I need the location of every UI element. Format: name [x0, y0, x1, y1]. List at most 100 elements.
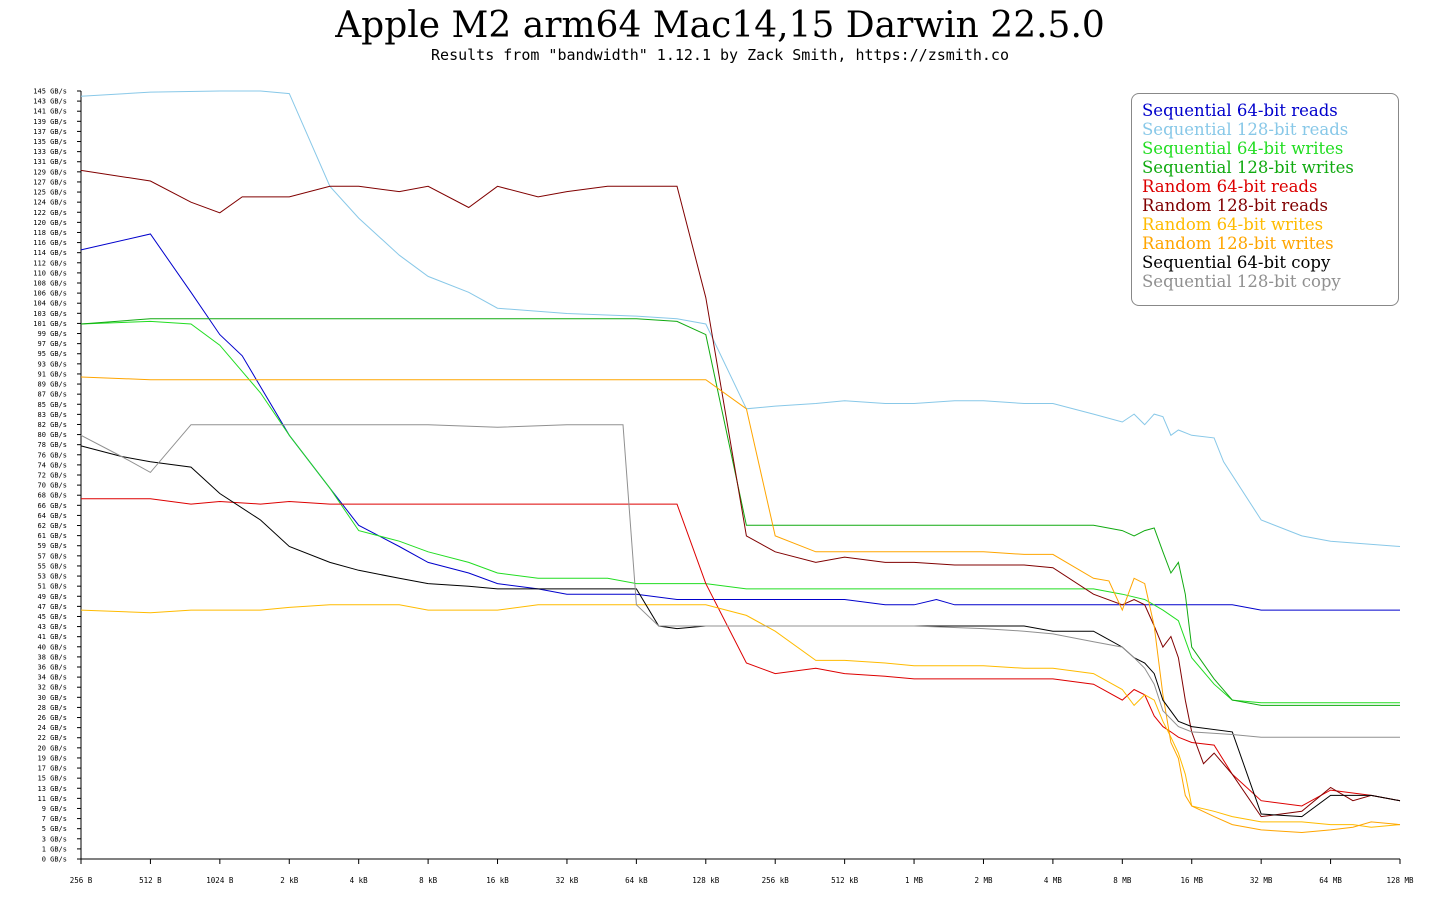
- y-tick-label: 34 GB/s: [37, 674, 67, 682]
- y-tick-label: 51 GB/s: [37, 583, 67, 591]
- y-tick-label: 122 GB/s: [33, 209, 67, 217]
- y-tick-label: 85 GB/s: [37, 401, 67, 409]
- y-tick-label: 11 GB/s: [37, 795, 67, 803]
- series-line-sequential-128-bit-copy: [80, 424, 1400, 738]
- y-tick-label: 112 GB/s: [33, 259, 67, 267]
- y-tick-label: 89 GB/s: [37, 381, 67, 389]
- y-tick-label: 72 GB/s: [37, 472, 67, 480]
- y-tick-label: 49 GB/s: [37, 593, 67, 601]
- x-tick-label: 1 MB: [905, 876, 924, 885]
- y-tick-label: 120 GB/s: [33, 219, 67, 227]
- y-tick-label: 9 GB/s: [42, 805, 67, 813]
- y-tick-label: 110 GB/s: [33, 269, 67, 277]
- legend-entry: Random 64-bit writes: [1142, 215, 1324, 234]
- y-tick-label: 127 GB/s: [33, 178, 67, 186]
- y-tick-label: 13 GB/s: [37, 785, 67, 793]
- y-tick-label: 99 GB/s: [37, 330, 67, 338]
- x-tick-label: 32 kB: [556, 876, 579, 885]
- y-tick-label: 133 GB/s: [33, 148, 67, 156]
- y-tick-label: 0 GB/s: [42, 856, 67, 864]
- legend-entry: Sequential 128-bit reads: [1142, 120, 1349, 139]
- y-tick-label: 64 GB/s: [37, 512, 67, 520]
- y-tick-label: 53 GB/s: [37, 573, 67, 581]
- y-tick-label: 62 GB/s: [37, 522, 67, 530]
- y-tick-label: 57 GB/s: [37, 552, 67, 560]
- x-tick-label: 2 MB: [974, 876, 993, 885]
- y-tick-label: 47 GB/s: [37, 603, 67, 611]
- y-tick-label: 118 GB/s: [33, 229, 67, 237]
- y-tick-label: 74 GB/s: [37, 461, 67, 469]
- y-tick-label: 114 GB/s: [33, 249, 67, 257]
- y-tick-label: 106 GB/s: [33, 290, 67, 298]
- x-tick-label: 2 kB: [280, 876, 299, 885]
- y-tick-label: 80 GB/s: [37, 431, 67, 439]
- legend-entry: Random 128-bit writes: [1142, 234, 1334, 253]
- series-line-random-128-bit-reads: [80, 169, 1401, 818]
- y-tick-label: 91 GB/s: [37, 370, 67, 378]
- series-line-sequential-64-bit-writes: [80, 320, 1400, 704]
- y-tick-label: 143 GB/s: [33, 98, 67, 106]
- x-tick-label: 128 kB: [692, 876, 720, 885]
- legend-entry: Sequential 128-bit writes: [1142, 158, 1354, 177]
- y-tick-label: 97 GB/s: [37, 340, 67, 348]
- y-tick-label: 103 GB/s: [33, 310, 67, 318]
- x-tick-label: 128 MB: [1386, 876, 1414, 885]
- legend-entry: Random 128-bit reads: [1142, 196, 1328, 215]
- series-line-sequential-128-bit-writes: [80, 318, 1400, 706]
- y-tick-label: 1 GB/s: [42, 845, 67, 853]
- y-tick-label: 108 GB/s: [33, 280, 67, 288]
- x-tick-label: 64 MB: [1319, 876, 1342, 885]
- x-tick-label: 4 MB: [1044, 876, 1063, 885]
- y-tick-label: 145 GB/s: [33, 88, 67, 96]
- y-tick-label: 15 GB/s: [37, 775, 67, 783]
- y-tick-label: 19 GB/s: [37, 754, 67, 762]
- x-tick-label: 256 kB: [762, 876, 790, 885]
- x-tick-label: 4 kB: [350, 876, 369, 885]
- y-tick-label: 40 GB/s: [37, 643, 67, 651]
- y-tick-label: 137 GB/s: [33, 128, 67, 136]
- x-tick-label: 8 kB: [419, 876, 438, 885]
- series-line-random-64-bit-reads: [81, 498, 1401, 807]
- series-line-sequential-128-bit-reads: [80, 90, 1401, 547]
- axes: 0 GB/s 1 GB/s 3 GB/s 5 GB/s 7 GB/s 9 GB/s 11 G…: [33, 88, 1414, 886]
- y-tick-label: 41 GB/s: [37, 633, 67, 641]
- y-tick-label: 32 GB/s: [37, 684, 67, 692]
- series-line-random-128-bit-writes: [80, 376, 1401, 834]
- x-tick-label: 16 kB: [486, 876, 509, 885]
- y-tick-label: 36 GB/s: [37, 664, 67, 672]
- y-tick-label: 141 GB/s: [33, 108, 67, 116]
- legend: Sequential 64-bit reads Sequential 128-bi…: [1131, 93, 1399, 306]
- y-tick-label: 55 GB/s: [37, 562, 67, 570]
- y-tick-label: 93 GB/s: [37, 360, 67, 368]
- y-tick-label: 131 GB/s: [33, 158, 67, 166]
- y-tick-label: 28 GB/s: [37, 704, 67, 712]
- y-tick-label: 24 GB/s: [37, 724, 67, 732]
- y-tick-label: 3 GB/s: [42, 835, 67, 843]
- x-tick-label: 64 kB: [625, 876, 648, 885]
- x-tick-label: 512 kB: [831, 876, 859, 885]
- x-tick-label: 32 MB: [1250, 876, 1273, 885]
- chart-subtitle: Results from "bandwidth" 1.12.1 by Zack …: [431, 46, 1009, 64]
- y-tick-label: 45 GB/s: [37, 613, 67, 621]
- y-tick-label: 124 GB/s: [33, 199, 67, 207]
- y-tick-label: 22 GB/s: [37, 734, 67, 742]
- x-tick-label: 256 B: [70, 876, 93, 885]
- y-tick-label: 66 GB/s: [37, 502, 67, 510]
- y-tick-label: 135 GB/s: [33, 138, 67, 146]
- series-lines: [80, 90, 1401, 834]
- y-tick-label: 59 GB/s: [37, 542, 67, 550]
- y-tick-label: 68 GB/s: [37, 492, 67, 500]
- x-tick-label: 1024 B: [206, 876, 234, 885]
- x-tick-label: 16 MB: [1180, 876, 1203, 885]
- y-tick-label: 101 GB/s: [33, 320, 67, 328]
- legend-entry: Sequential 128-bit copy: [1142, 272, 1341, 291]
- chart-title: Apple M2 arm64 Mac14,15 Darwin 22.5.0: [335, 5, 1105, 46]
- y-tick-label: 70 GB/s: [37, 482, 67, 490]
- y-tick-label: 83 GB/s: [37, 411, 67, 419]
- y-tick-label: 129 GB/s: [33, 168, 67, 176]
- y-tick-label: 5 GB/s: [42, 825, 67, 833]
- y-tick-label: 82 GB/s: [37, 421, 67, 429]
- series-line-sequential-64-bit-reads: [80, 233, 1400, 611]
- y-tick-label: 125 GB/s: [33, 189, 67, 197]
